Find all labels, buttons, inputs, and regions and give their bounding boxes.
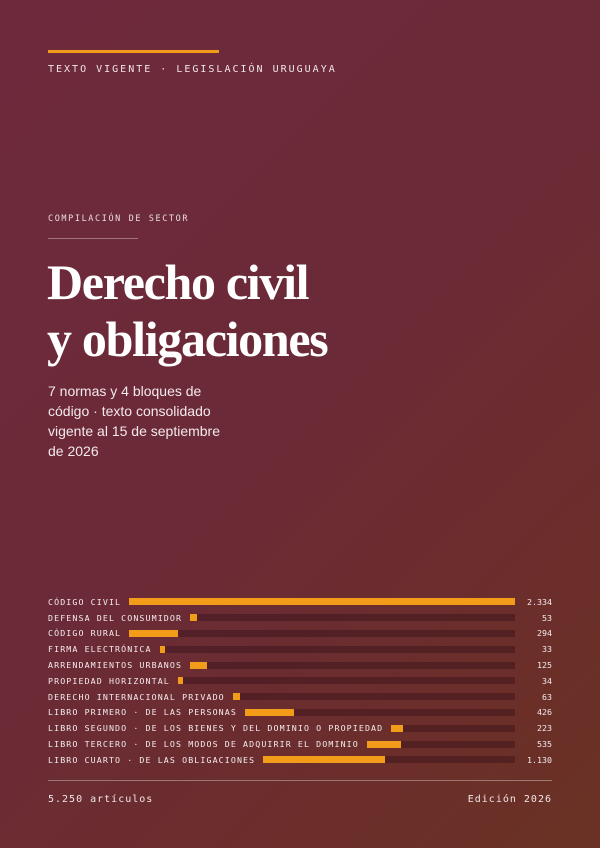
chart-row: FIRMA ELECTRÓNICA 33 [48,641,552,657]
bar-label: CÓDIGO RURAL [48,628,122,639]
bar-value: 426 [537,707,552,718]
bar [159,645,166,653]
kicker-divider [48,238,138,239]
bar-label: LIBRO CUARTO · DE LAS OBLIGACIONES [48,754,256,765]
bar-value: 535 [537,739,552,750]
bar [129,598,515,606]
edition-label: Edición 2026 [467,794,552,805]
accent-bar [48,50,219,53]
bar [190,661,208,669]
bar [244,708,295,716]
bar [366,740,401,748]
articles-bar-chart: CÓDIGO CIVIL 2.334 DEFENSA DEL CONSUMIDOR 5… [48,594,552,768]
bar-label: CÓDIGO CIVIL [48,596,122,607]
bar-value: 53 [542,612,552,623]
bar-track [190,614,515,622]
bar-label: DERECHO INTERNACIONAL PRIVADO [48,691,225,702]
bar-label: LIBRO TERCERO · DE LOS MODOS DE ADQUIRIR… [48,739,359,750]
chart-row: CÓDIGO RURAL 294 [48,626,552,642]
bar-track [190,661,515,669]
bar-label: DEFENSA DEL CONSUMIDOR [48,612,183,623]
bar-label: LIBRO SEGUNDO · DE LOS BIENES Y DEL DOMI… [48,723,384,734]
chart-row: ARRENDAMIENTOS URBANOS 125 [48,657,552,673]
bar-track [244,708,515,716]
bar [391,724,404,732]
page-title: Derecho civil y obligaciones [47,254,329,368]
chart-row: LIBRO SEGUNDO · DE LOS BIENES Y DEL DOMI… [48,720,552,736]
kicker-label: COMPILACIÓN DE SECTOR [48,214,190,224]
article-count: 5.250 artículos [48,794,154,805]
bar-track [177,677,515,685]
bar-value: 34 [542,675,552,686]
bar-value: 2.334 [527,596,552,607]
chart-row: LIBRO TERCERO · DE LOS MODOS DE ADQUIRIR… [48,736,552,752]
title-line-2: y obligaciones [47,311,329,367]
bar-label: FIRMA ELECTRÓNICA [48,644,152,655]
chart-row: CÓDIGO CIVIL 2.334 [48,594,552,610]
bar-label: ARRENDAMIENTOS URBANOS [48,660,183,671]
bar [177,677,184,685]
bar-track [232,693,515,701]
bar-label: PROPIEDAD HORIZONTAL [48,675,170,686]
chart-row: PROPIEDAD HORIZONTAL 34 [48,673,552,689]
bar-track [129,629,515,637]
bar-value: 1.130 [527,754,552,765]
subtitle: 7 normas y 4 bloques de código · texto c… [48,383,220,459]
bar-value: 33 [542,644,552,655]
bar-value: 63 [542,691,552,702]
bar-track [159,645,515,653]
bar-value: 125 [537,660,552,671]
chart-row: DEFENSA DEL CONSUMIDOR 53 [48,610,552,626]
bar-track [129,598,515,606]
chart-row: LIBRO PRIMERO · DE LAS PERSONAS 426 [48,705,552,721]
bar [232,693,241,701]
bar-label: LIBRO PRIMERO · DE LAS PERSONAS [48,707,237,718]
top-label: TEXTO VIGENTE · LEGISLACIÓN URUGUAYA [48,64,337,75]
bar [190,614,198,622]
bar-value: 294 [537,628,552,639]
chart-row: LIBRO CUARTO · DE LAS OBLIGACIONES 1.130 [48,752,552,768]
bar [263,756,386,764]
bar-track [366,740,515,748]
bar [129,629,178,637]
bar-track [263,756,515,764]
footer-divider [48,780,552,781]
chart-row: DERECHO INTERNACIONAL PRIVADO 63 [48,689,552,705]
bar-value: 223 [537,723,552,734]
title-line-1: Derecho civil [47,254,310,310]
bar-track [391,724,515,732]
